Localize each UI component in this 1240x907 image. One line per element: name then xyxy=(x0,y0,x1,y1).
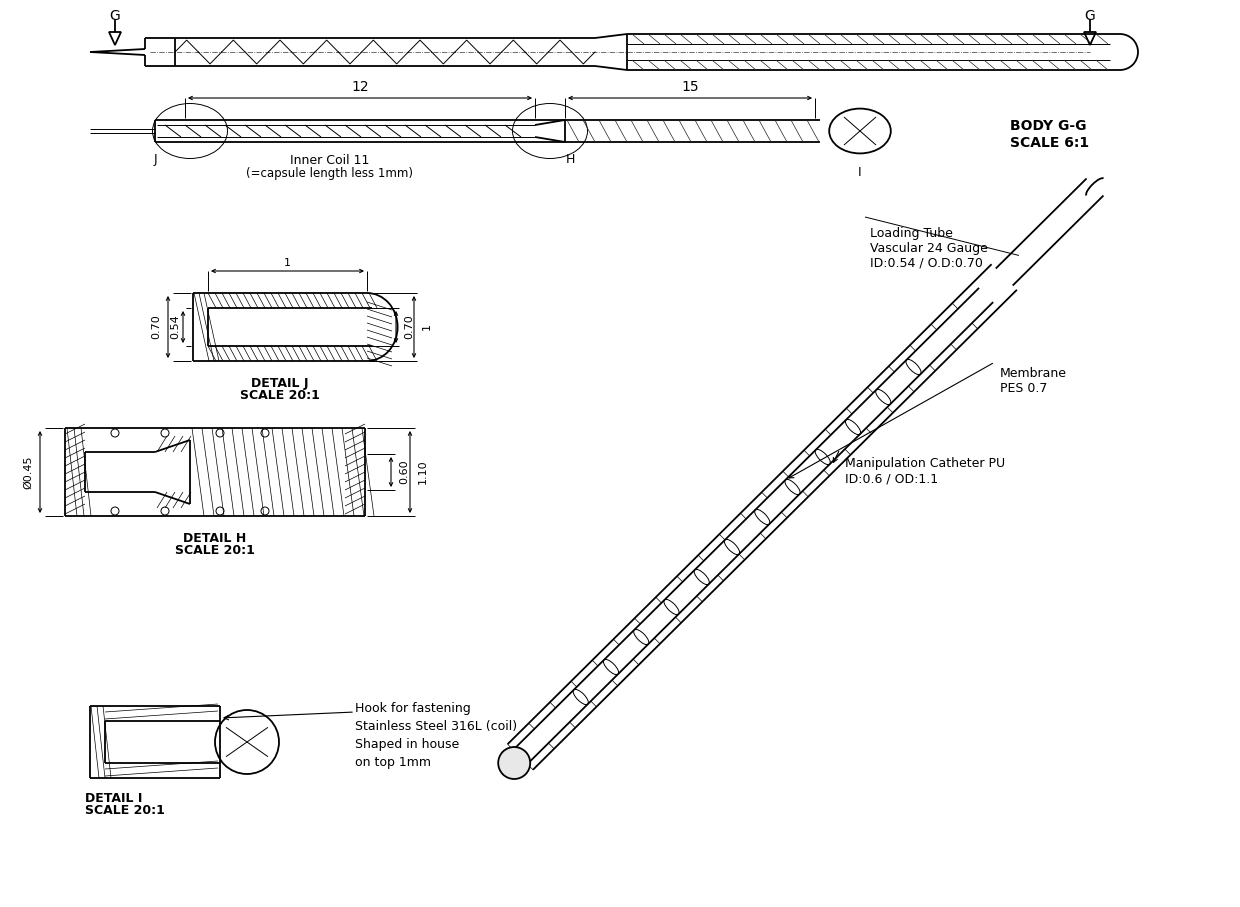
Text: BODY G-G: BODY G-G xyxy=(1011,119,1086,133)
Text: 0.54: 0.54 xyxy=(170,315,180,339)
Text: Ø0.45: Ø0.45 xyxy=(24,455,33,489)
Text: I: I xyxy=(858,166,862,179)
Text: 1: 1 xyxy=(422,324,432,330)
Text: Hook for fastening
Stainless Steel 316L (coil)
Shaped in house
on top 1mm: Hook for fastening Stainless Steel 316L … xyxy=(355,702,517,769)
Text: (=capsule length less 1mm): (=capsule length less 1mm) xyxy=(247,167,413,180)
Text: SCALE 20:1: SCALE 20:1 xyxy=(86,804,165,817)
Text: Membrane
PES 0.7: Membrane PES 0.7 xyxy=(999,367,1066,395)
Text: 1: 1 xyxy=(284,258,291,268)
Text: Inner Coil 11: Inner Coil 11 xyxy=(290,154,370,167)
Text: DETAIL J: DETAIL J xyxy=(252,377,309,390)
Text: Loading Tube
Vascular 24 Gauge
ID:0.54 / O.D:0.70: Loading Tube Vascular 24 Gauge ID:0.54 /… xyxy=(870,227,988,270)
Text: DETAIL H: DETAIL H xyxy=(184,532,247,545)
Text: G: G xyxy=(1085,9,1095,23)
Text: G: G xyxy=(109,9,120,23)
Text: 15: 15 xyxy=(681,80,699,94)
Circle shape xyxy=(215,710,279,774)
Text: 12: 12 xyxy=(351,80,368,94)
Text: SCALE 20:1: SCALE 20:1 xyxy=(175,544,255,557)
Text: J: J xyxy=(154,153,156,166)
Text: 0.70: 0.70 xyxy=(404,315,414,339)
Polygon shape xyxy=(91,49,145,55)
Text: H: H xyxy=(565,153,574,166)
Polygon shape xyxy=(1084,32,1096,45)
Polygon shape xyxy=(109,32,122,45)
Text: 0.60: 0.60 xyxy=(399,460,409,484)
Text: SCALE 20:1: SCALE 20:1 xyxy=(241,389,320,402)
Text: Manipulation Catheter PU
ID:0.6 / OD:1.1: Manipulation Catheter PU ID:0.6 / OD:1.1 xyxy=(844,457,1006,485)
Text: SCALE 6:1: SCALE 6:1 xyxy=(1011,136,1089,150)
Text: DETAIL I: DETAIL I xyxy=(86,792,143,805)
Text: 0.70: 0.70 xyxy=(151,315,161,339)
Text: 1.10: 1.10 xyxy=(418,460,428,484)
Circle shape xyxy=(498,747,531,779)
